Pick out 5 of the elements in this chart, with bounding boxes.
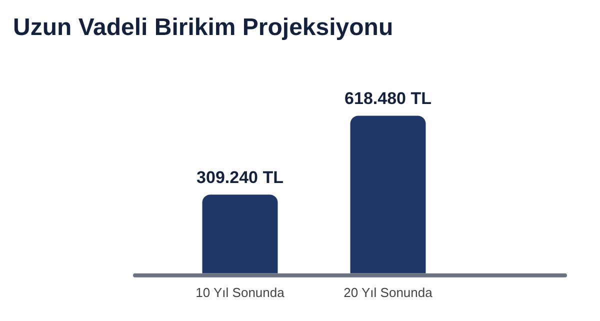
chart-title: Uzun Vadeli Birikim Projeksiyonu [13,14,394,42]
data-label: 309.240 TL [196,168,284,187]
data-label: 618.480 TL [344,88,432,108]
x-tick-label: 10 Yıl Sonunda [196,284,286,300]
x-tick-label: 20 Yıl Sonunda [344,284,434,300]
